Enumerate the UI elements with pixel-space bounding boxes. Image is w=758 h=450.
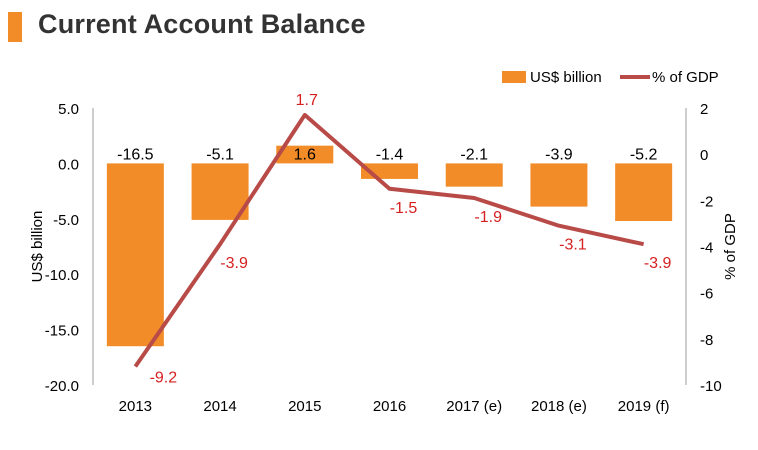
line-data-label: -3.9 — [644, 255, 672, 272]
bar-data-label: -3.9 — [545, 146, 573, 163]
legend-line-label: % of GDP — [652, 69, 719, 86]
bar — [191, 163, 249, 220]
x-tick-label: 2019 (f) — [618, 398, 670, 415]
left-tick-label: -10.0 — [45, 267, 79, 284]
x-tick-label: 2013 — [119, 398, 152, 415]
line-data-label: -9.2 — [150, 370, 178, 387]
legend-bar-label: US$ billion — [530, 69, 602, 86]
x-tick-label: 2018 (e) — [531, 398, 587, 415]
left-tick-label: -5.0 — [53, 212, 79, 229]
left-tick-label: 0.0 — [58, 156, 79, 173]
left-tick-label: 5.0 — [58, 101, 79, 118]
bar — [615, 163, 673, 222]
line-data-label: -1.5 — [390, 200, 418, 217]
bar-data-label: -2.1 — [460, 146, 488, 163]
right-tick-label: 0 — [700, 147, 708, 164]
line-data-label: 1.7 — [296, 92, 318, 109]
title-accent-bar — [8, 12, 22, 42]
legend-bar-swatch — [502, 71, 526, 83]
line-data-label: -3.1 — [559, 237, 587, 254]
x-tick-label: 2016 — [373, 398, 406, 415]
bar-data-label: -16.5 — [117, 146, 154, 163]
right-tick-label: 2 — [700, 101, 708, 118]
bar — [276, 145, 334, 164]
right-tick-label: -6 — [700, 286, 713, 303]
x-tick-label: 2014 — [203, 398, 236, 415]
right-tick-label: -10 — [700, 378, 722, 395]
line-data-label: -1.9 — [474, 209, 502, 226]
right-tick-label: -8 — [700, 332, 713, 349]
chart-title: Current Account Balance — [38, 9, 366, 39]
gdp-line — [133, 112, 645, 368]
line-data-label: -3.9 — [220, 255, 248, 272]
bar-data-label: -5.1 — [206, 146, 234, 163]
bar-data-label: -5.2 — [630, 146, 658, 163]
right-tick-label: -4 — [700, 240, 713, 257]
bar-data-label: 1.6 — [294, 147, 316, 164]
right-tick-label: -2 — [700, 193, 713, 210]
x-tick-label: 2017 (e) — [446, 398, 502, 415]
left-tick-label: -20.0 — [45, 378, 79, 395]
bar-data-label: -1.4 — [376, 146, 404, 163]
bar — [106, 163, 164, 347]
right-axis-title: % of GDP — [722, 213, 739, 280]
left-tick-label: -15.0 — [45, 323, 79, 340]
x-tick-label: 2015 — [288, 398, 321, 415]
bar — [445, 163, 503, 187]
left-axis-title: US$ billion — [29, 211, 46, 283]
bar — [530, 163, 588, 207]
